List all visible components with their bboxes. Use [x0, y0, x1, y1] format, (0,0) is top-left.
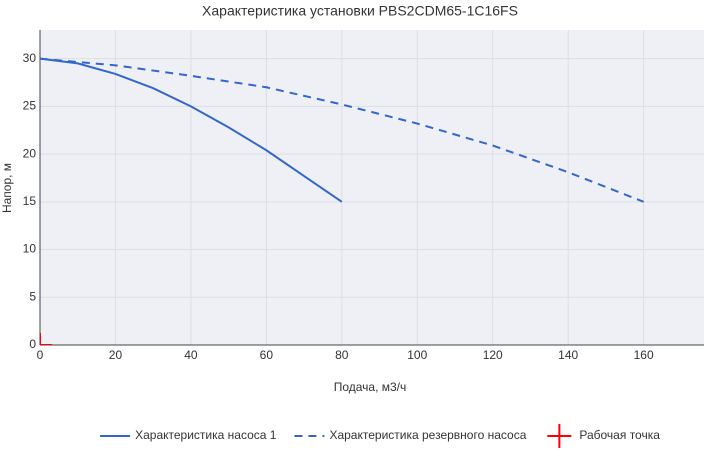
chart-title: Характеристика установки PBS2CDM65-1C16F…	[202, 3, 518, 19]
legend: Характеристика насоса 1 Характеристика ре…	[100, 424, 660, 448]
plot-marks	[40, 57, 645, 345]
y-tick-label: 5	[29, 289, 36, 303]
x-tick-label: 100	[407, 348, 427, 362]
x-tick-label: 160	[634, 348, 654, 362]
x-axis-label: Подача, м3/ч	[334, 380, 407, 394]
x-tick-label: 20	[109, 348, 123, 362]
x-tick-label: 0	[37, 348, 44, 362]
legend-item: Характеристика насоса 1	[100, 428, 277, 442]
x-tick-label: 80	[335, 348, 349, 362]
legend-label: Характеристика резервного насоса	[329, 428, 526, 442]
grid	[39, 30, 704, 346]
legend-label: Рабочая точка	[579, 428, 660, 442]
plot-area	[40, 30, 704, 345]
y-tick-label: 10	[23, 242, 37, 256]
y-tick-label: 25	[23, 99, 37, 113]
x-tick-label: 140	[558, 348, 578, 362]
legend-label: Характеристика насоса 1	[135, 428, 277, 442]
x-tick-label: 40	[184, 348, 198, 362]
y-tick-label: 30	[23, 51, 37, 65]
y-tick-label: 15	[23, 194, 37, 208]
legend-item: Рабочая точка	[547, 424, 660, 448]
legend-symbol	[547, 424, 572, 448]
x-tick-label: 60	[260, 348, 274, 362]
y-tick-label: 20	[23, 146, 37, 160]
legend-item: Характеристика резервного насоса	[294, 428, 527, 442]
x-tick-label: 120	[483, 348, 503, 362]
series-line	[40, 57, 343, 203]
y-axis-label: Напор, м	[0, 163, 14, 213]
series-line	[40, 57, 645, 203]
y-tick-label: 0	[29, 337, 36, 351]
